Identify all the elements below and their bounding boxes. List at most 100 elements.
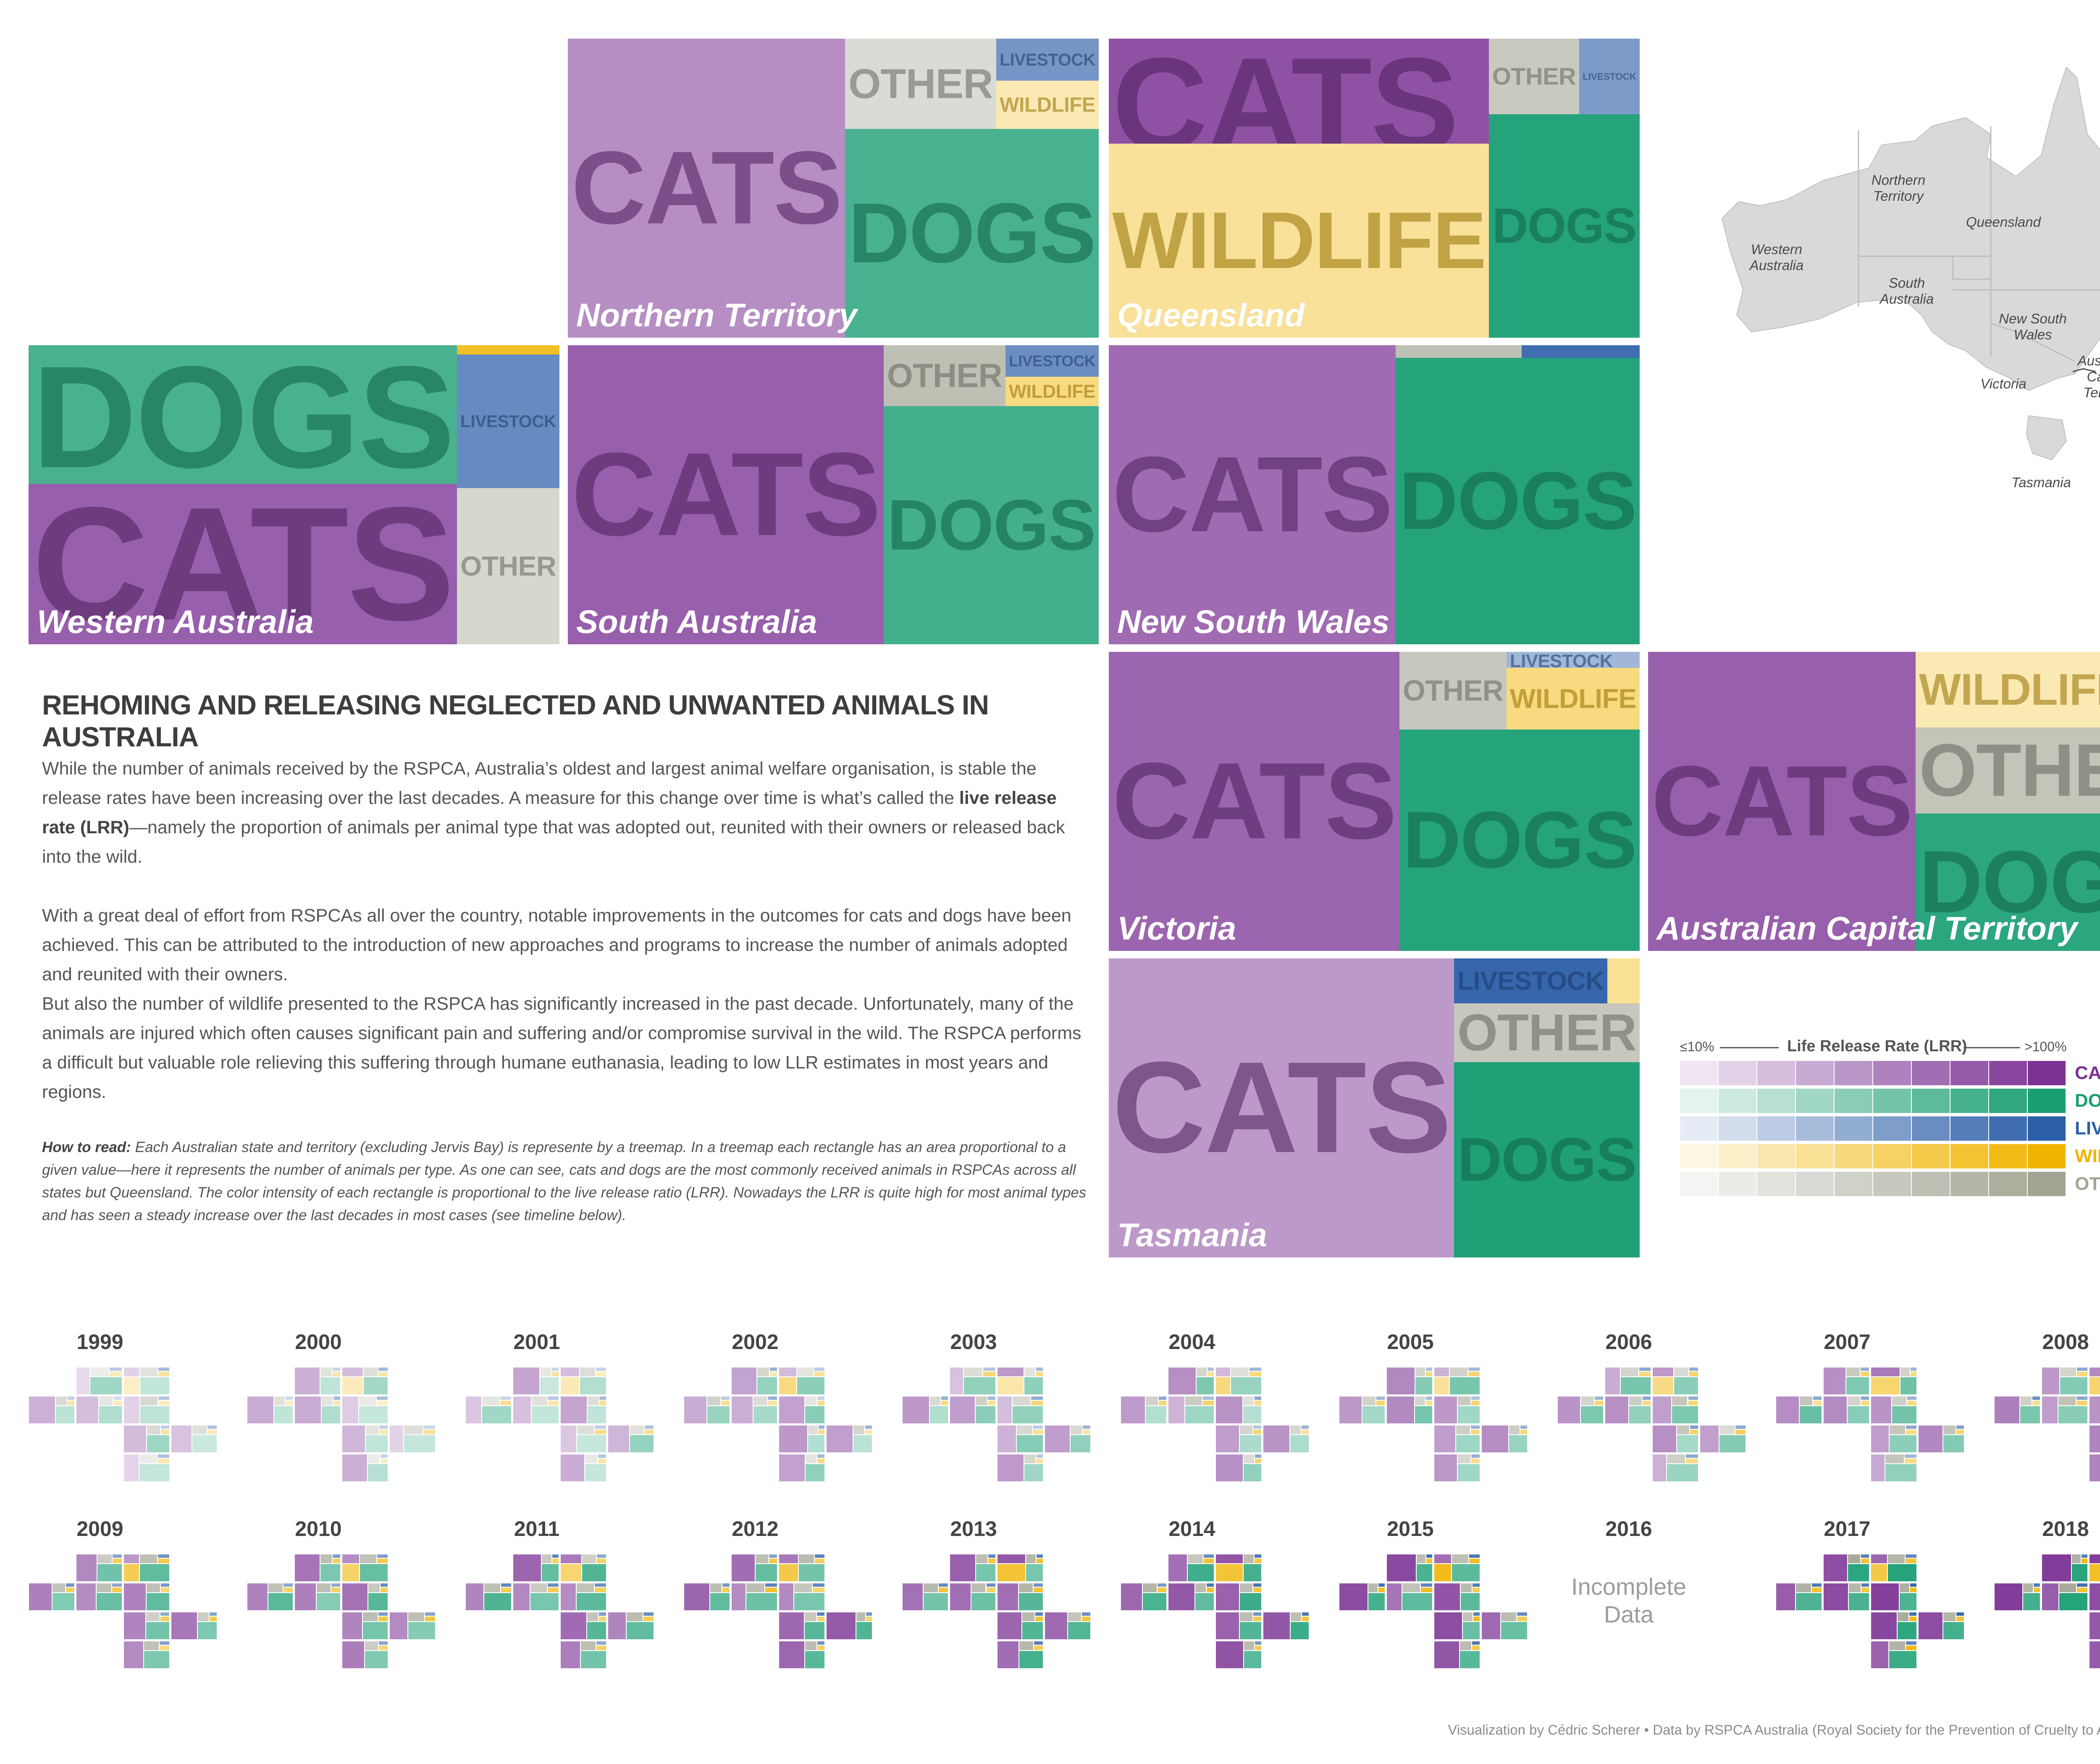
legend-swatch-wildlife xyxy=(2028,1144,2066,1168)
mini-rect-dogs xyxy=(1889,1651,1917,1669)
mini-rect-wildlife xyxy=(722,1587,730,1593)
mini-treemap-wa xyxy=(684,1396,730,1424)
treemap-rect-livestock: LIVESTOCK xyxy=(1507,652,1640,668)
mini-rect-livestock xyxy=(1468,1554,1480,1558)
mini-rect-dogs xyxy=(797,1377,825,1395)
mini-rect-cats xyxy=(1434,1396,1457,1424)
mini-rect-dogs xyxy=(1194,1593,1214,1611)
mini-rect-wildlife xyxy=(283,1587,293,1593)
mini-rect-wildlife xyxy=(1956,1429,1964,1435)
treemap-label-cats: CATS xyxy=(32,484,455,644)
page-title: REHOMING AND RELEASING NEGLECTED AND UNW… xyxy=(42,689,989,752)
mini-rect-dogs xyxy=(1196,1377,1214,1395)
mini-rect-dogs xyxy=(929,1406,948,1424)
mini-rect-dogs xyxy=(707,1406,730,1424)
mini-treemap-sa xyxy=(294,1396,341,1424)
mini-rect-livestock xyxy=(1909,1612,1917,1616)
mini-rect-dogs xyxy=(147,1435,170,1453)
legend-swatch-livestock xyxy=(2028,1116,2066,1141)
legend-swatch-dogs xyxy=(2028,1089,2066,1113)
mini-rect-wildlife xyxy=(779,1377,797,1395)
treemap-region-name: Victoria xyxy=(1117,910,1236,947)
mini-rect-wildlife xyxy=(768,1558,777,1564)
mini-rect-livestock xyxy=(768,1554,777,1558)
mini-rect-dogs xyxy=(1019,1651,1043,1669)
mini-rect-wildlife xyxy=(987,1400,996,1406)
year-label: 2012 xyxy=(732,1517,779,1541)
mini-rect-wildlife xyxy=(112,1558,122,1564)
mini-rect-dogs xyxy=(2059,1377,2088,1395)
mini-treemap-nsw xyxy=(123,1583,170,1611)
mini-rect-wildlife xyxy=(1685,1458,1698,1464)
mini-rect-livestock xyxy=(987,1554,996,1558)
mini-treemap-nsw xyxy=(997,1396,1043,1424)
mini-rect-other xyxy=(757,1367,769,1377)
mini-rect-livestock xyxy=(1735,1425,1746,1429)
mini-treemap-act xyxy=(1045,1612,1091,1640)
mini-rect-other xyxy=(807,1425,818,1435)
mini-rect-dogs xyxy=(798,1564,825,1582)
mini-rect-livestock xyxy=(159,1641,170,1645)
intro-text-2: —namely the proportion of animals per an… xyxy=(42,817,1065,867)
mini-rect-livestock xyxy=(817,1454,825,1458)
mini-rect-other xyxy=(971,1583,986,1593)
mini-treemap-qld xyxy=(779,1367,825,1395)
legend-label-wildlife: WILDLIFE xyxy=(2075,1146,2100,1166)
mini-rect-livestock xyxy=(1861,1554,1869,1558)
mini-rect-dogs xyxy=(531,1406,559,1424)
mini-rect-wildlife xyxy=(66,1587,75,1593)
mini-treemap-vic xyxy=(997,1612,1043,1640)
treemap-label-cats: CATS xyxy=(571,428,881,561)
mini-rect-dogs xyxy=(368,1593,388,1611)
mini-rect-other xyxy=(710,1583,722,1593)
mini-treemap-nsw xyxy=(1871,1583,1917,1611)
mini-rect-dogs xyxy=(365,1435,388,1453)
mini-rect-dogs xyxy=(1026,1564,1043,1582)
mini-rect-cats xyxy=(342,1641,365,1669)
mini-rect-cats xyxy=(294,1396,322,1424)
mini-rect-other xyxy=(1887,1554,1906,1564)
mini-rect-other xyxy=(96,1583,112,1593)
treemap-label-livestock: LIVESTOCK xyxy=(1000,50,1095,69)
mini-treemap-tas xyxy=(779,1454,825,1482)
mini-treemap-qld xyxy=(342,1554,388,1582)
treemap-label-dogs: DOGS xyxy=(1457,1125,1637,1194)
mini-rect-cats xyxy=(294,1367,320,1395)
mini-rect-wildlife xyxy=(1861,1558,1869,1564)
mini-treemap-wa xyxy=(465,1583,512,1611)
mini-rect-livestock xyxy=(1302,1612,1309,1616)
mini-rect-livestock xyxy=(1910,1367,1917,1371)
legend-swatch-dogs xyxy=(1835,1089,1872,1113)
mini-rect-other xyxy=(630,1425,644,1435)
mini-rect-livestock xyxy=(2076,1396,2088,1400)
mini-rect-wildlife xyxy=(1642,1400,1651,1406)
mini-rect-dogs xyxy=(139,1464,170,1482)
mini-treemap-nt xyxy=(513,1367,559,1395)
mini-rect-cats xyxy=(1263,1612,1291,1640)
mini-rect-livestock xyxy=(1688,1396,1698,1400)
mini-rect-livestock xyxy=(378,1641,388,1645)
mini-rect-wildlife xyxy=(1203,1558,1214,1564)
mini-rect-other xyxy=(576,1583,595,1593)
mini-rect-cats xyxy=(123,1425,147,1453)
mini-rect-dogs xyxy=(963,1377,996,1395)
treemap-rect-dogs: DOGS xyxy=(1399,730,1640,951)
year-label: 2017 xyxy=(1824,1517,1871,1541)
mini-rect-dogs xyxy=(755,1564,777,1582)
mini-treemap-sa xyxy=(1823,1396,1869,1424)
mini-rect-wildlife xyxy=(1031,1400,1043,1406)
mini-rect-wildlife xyxy=(598,1616,606,1622)
mini-treemap-sa xyxy=(1605,1396,1651,1424)
mini-rect-wildlife xyxy=(157,1458,170,1464)
mini-rect-other xyxy=(192,1425,207,1435)
treemap-label-livestock: LIVESTOCK xyxy=(1583,71,1636,82)
mini-rect-livestock xyxy=(207,1425,217,1429)
mini-rect-dogs xyxy=(1799,1406,1822,1424)
mini-rect-other xyxy=(1674,1367,1689,1377)
mini-treemap-tas xyxy=(1871,1641,1917,1669)
mini-rect-wildlife xyxy=(1249,1371,1262,1377)
legend-swatch-livestock xyxy=(1680,1116,1718,1141)
mini-rect-dogs xyxy=(1289,1435,1309,1453)
mini-rect-other xyxy=(1230,1367,1250,1377)
mini-rect-cats xyxy=(2089,1396,2100,1424)
